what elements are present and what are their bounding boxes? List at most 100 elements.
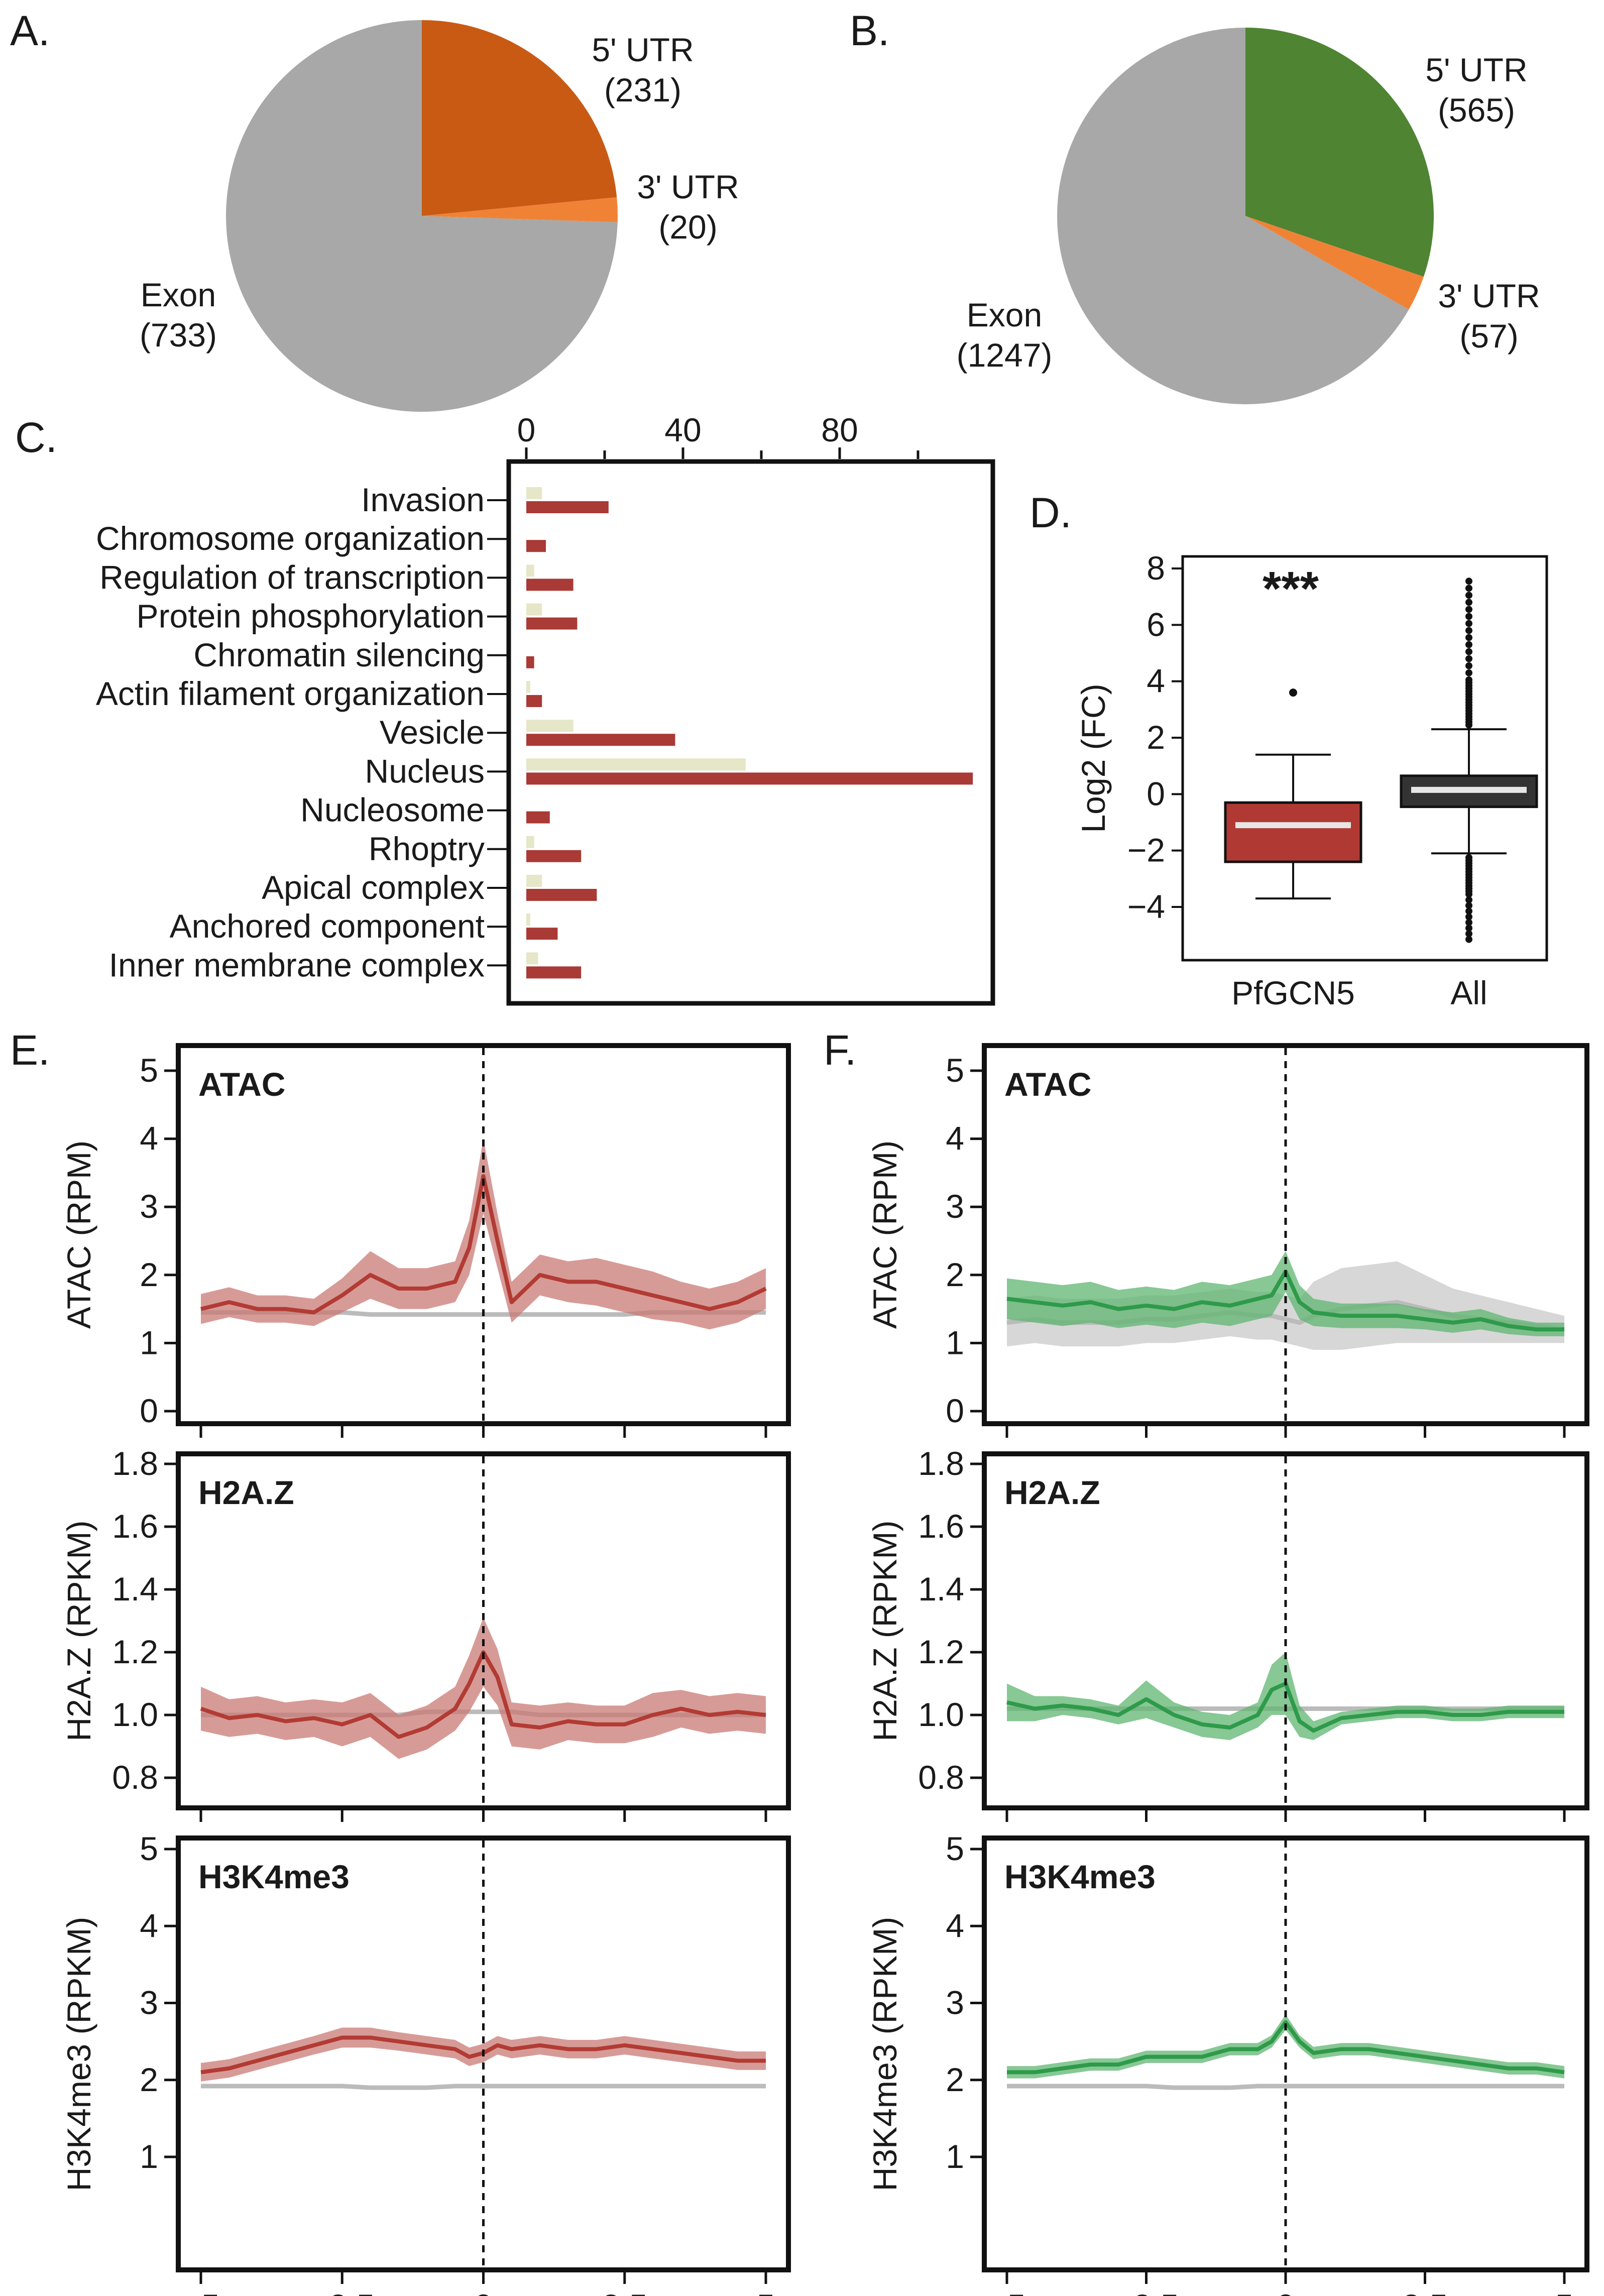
outlier-point — [1289, 688, 1297, 697]
significance-marker: *** — [1263, 562, 1319, 616]
plot-frame — [1181, 555, 1548, 962]
y-tick-label: 0 — [140, 1392, 158, 1429]
subplot-title: H2A.Z — [198, 1474, 294, 1511]
category-label: Anchored component — [170, 907, 485, 945]
pie-slice-exon — [226, 20, 618, 412]
signal-band — [201, 1138, 766, 1330]
y-tick-label: 1.2 — [112, 1633, 158, 1670]
x-tick-label: −2.5 — [1113, 2287, 1179, 2296]
y-tick-label: 1 — [140, 1324, 158, 1361]
subplot-title: H3K4me3 — [1004, 1858, 1156, 1895]
y-tick-label: 3 — [140, 1984, 158, 2021]
pie-label-count: (231) — [604, 71, 681, 108]
outlier-point — [1465, 634, 1472, 641]
y-tick-label: 3 — [946, 1984, 964, 2021]
y-tick-label: 2 — [140, 2061, 158, 2098]
bar-target — [526, 540, 546, 552]
y-axis-title: Log2 (FC) — [1075, 683, 1112, 833]
signal-band — [1007, 2014, 1564, 2079]
y-tick-label: 5 — [946, 1052, 964, 1089]
panel-letter-f: F. — [824, 1026, 856, 1074]
y-tick-label: 5 — [140, 1052, 158, 1089]
x-category-label: PfGCN5 — [1231, 974, 1355, 1011]
plot-area — [200, 1618, 766, 1759]
outlier-point — [1465, 936, 1472, 943]
outlier-point — [1465, 641, 1472, 648]
y-tick-label: 1 — [946, 2138, 964, 2175]
y-tick-label: 1.6 — [918, 1508, 964, 1545]
y-tick-label: 6 — [1147, 606, 1165, 643]
x-tick-label: −2.5 — [309, 2287, 375, 2296]
profile-plots-e: 0 1 2 3 4 5 ATAC (RPM) ATAC 0.8 1.0 1.2 1.4 1.6 1.8 H2… — [60, 1043, 791, 2296]
panel-letter-d: D. — [1029, 489, 1072, 536]
outlier-point — [1465, 627, 1472, 634]
pie-label-count: (57) — [1459, 317, 1518, 355]
outlier-point — [1465, 925, 1472, 932]
x-category-label: All — [1450, 974, 1487, 1011]
y-tick-label: 0 — [1147, 775, 1165, 812]
outlier-point — [1465, 655, 1472, 662]
bar-target — [526, 695, 542, 707]
subplot-title: H3K4me3 — [198, 1858, 350, 1895]
y-tick-label: 5 — [946, 1830, 964, 1867]
subplot-title: ATAC — [198, 1066, 286, 1103]
y-tick-label: −2 — [1127, 832, 1165, 869]
pie-label-name: Exon — [967, 296, 1042, 333]
pie-label-count: (20) — [658, 208, 717, 246]
plot-frame — [176, 1043, 791, 1426]
pie-slice-5-utr — [422, 20, 617, 216]
bar-background — [526, 952, 538, 965]
y-tick-label: 0.8 — [112, 1759, 158, 1796]
bar-target — [526, 579, 574, 591]
outlier-point — [1465, 620, 1472, 627]
y-tick-label: −4 — [1127, 888, 1165, 925]
pie-slice-exon — [1057, 28, 1409, 405]
panel-letter-a: A. — [10, 7, 50, 54]
bar-background — [526, 758, 746, 771]
y-axis-title: H2A.Z (RPKM) — [60, 1520, 97, 1741]
bar-target — [526, 501, 609, 513]
bar-background — [526, 603, 542, 616]
control-line — [201, 2084, 766, 2090]
category-label: Apical complex — [262, 869, 485, 906]
signal-line — [200, 1174, 767, 1315]
y-tick-label: 4 — [1147, 662, 1165, 700]
y-tick-label: 4 — [946, 1120, 964, 1157]
y-tick-label: 1.4 — [918, 1570, 964, 1608]
outlier-point — [1465, 907, 1472, 915]
y-tick-label: 4 — [140, 1907, 158, 1944]
category-label: Actin filament organization — [96, 675, 485, 712]
x-tick-label: −5 — [182, 2287, 219, 2296]
y-tick-label: 1.4 — [112, 1570, 158, 1608]
outlier-point — [1465, 592, 1472, 599]
outlier-point — [1465, 669, 1472, 676]
pie-label-name: 5' UTR — [592, 31, 694, 68]
x-tick-label: 0 — [1277, 2287, 1295, 2296]
x-tick-label: 0 — [517, 411, 536, 448]
pie-label-count: (565) — [1438, 91, 1515, 129]
y-tick-label: 1 — [946, 1324, 964, 1361]
bar-background — [526, 681, 530, 693]
outlier-point — [1465, 913, 1472, 921]
bar-target — [526, 734, 675, 746]
y-tick-label: 1.2 — [918, 1633, 964, 1670]
y-tick-label: 5 — [140, 1830, 158, 1867]
pie-label-count: (733) — [140, 316, 217, 354]
x-tick-label: 5 — [1555, 2287, 1574, 2296]
bar-target — [526, 928, 558, 940]
panel-letter-c: C. — [15, 414, 57, 461]
x-tick-label: 40 — [664, 411, 701, 448]
subplot-title: ATAC — [1004, 1066, 1092, 1103]
outlier-point — [1465, 606, 1472, 613]
y-tick-label: 2 — [140, 1256, 158, 1293]
y-axis-title: H3K4me3 (RPKM) — [60, 1917, 97, 2191]
y-tick-label: 4 — [946, 1907, 964, 1944]
y-tick-label: 8 — [1147, 549, 1165, 587]
bar-background — [526, 487, 542, 499]
panel-letter-e: E. — [10, 1026, 50, 1074]
plot-area — [1007, 2014, 1565, 2090]
category-label: Invasion — [361, 481, 485, 518]
outlier-point — [1465, 599, 1472, 606]
bar-target — [526, 656, 534, 668]
bar-target — [526, 850, 582, 862]
